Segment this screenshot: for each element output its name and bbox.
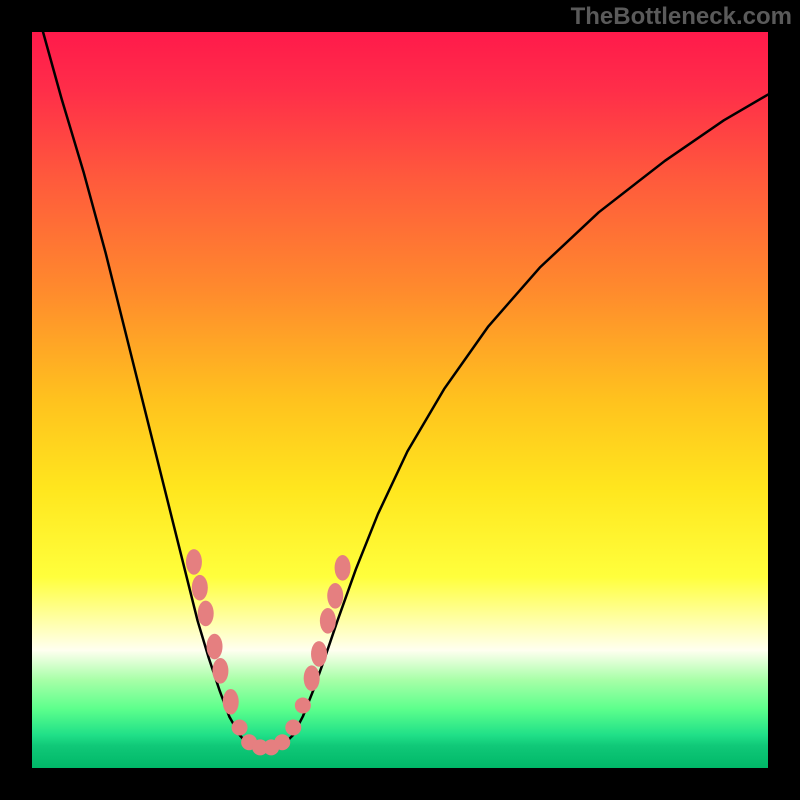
curve-marker xyxy=(192,575,208,601)
curve-marker xyxy=(212,658,228,684)
curve-marker xyxy=(223,689,239,715)
curve-marker xyxy=(198,601,214,627)
curve-marker xyxy=(274,734,290,750)
curve-marker xyxy=(335,555,351,581)
curve-marker xyxy=(304,665,320,691)
curve-marker xyxy=(320,608,336,634)
curve-marker xyxy=(207,634,223,660)
curve-marker xyxy=(232,720,248,736)
bottleneck-chart xyxy=(0,0,800,800)
curve-marker xyxy=(285,720,301,736)
curve-marker xyxy=(295,697,311,713)
watermark-text: TheBottleneck.com xyxy=(571,3,792,31)
chart-stage: TheBottleneck.com xyxy=(0,0,800,800)
curve-marker xyxy=(186,549,202,575)
curve-marker xyxy=(311,641,327,667)
curve-marker xyxy=(327,583,343,609)
